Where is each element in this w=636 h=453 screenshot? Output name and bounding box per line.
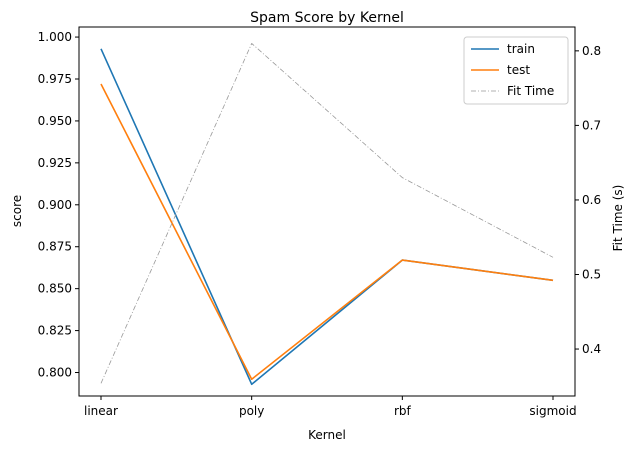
y2-tick-label: 0.6 [582, 193, 601, 207]
y-tick-label: 1.000 [38, 30, 72, 44]
legend-label: test [507, 63, 530, 77]
x-tick-label: rbf [394, 404, 412, 418]
x-tick-label: sigmoid [529, 404, 576, 418]
y2-tick-label: 0.8 [582, 44, 601, 58]
plot-lines [100, 43, 554, 386]
x-tick-label: linear [84, 404, 118, 418]
x-axis-label: Kernel [308, 428, 346, 442]
y-tick-label: 0.975 [38, 72, 72, 86]
y-tick-label: 0.925 [38, 156, 72, 170]
y2-axis-label: Fit Time (s) [611, 185, 625, 252]
y-tick-label: 0.950 [38, 114, 72, 128]
y2-tick-label: 0.4 [582, 342, 601, 356]
y-tick-label: 0.825 [38, 324, 72, 338]
y2-tick-label: 0.7 [582, 118, 601, 132]
y-tick-label: 0.875 [38, 240, 72, 254]
legend-label: Fit Time [507, 84, 554, 98]
y-tick-label: 0.900 [38, 198, 72, 212]
x-tick-label: poly [239, 404, 264, 418]
y-axis-left: 0.800 0.825 0.850 0.875 0.900 0.925 0.950 0.975… [38, 30, 79, 380]
y2-tick-label: 0.5 [582, 267, 601, 281]
series-line-fit-time [100, 43, 554, 384]
y-axis-label: score [10, 195, 24, 227]
legend-box [463, 36, 569, 105]
y-tick-label: 0.850 [38, 282, 72, 296]
x-axis: linear poly rbf sigmoid [84, 396, 577, 418]
series-line-test [100, 83, 554, 381]
chart-title: Spam Score by Kernel [250, 10, 404, 26]
legend-label: train [507, 42, 535, 56]
y-axis-right: 0.4 0.5 0.6 0.7 0.8 [575, 44, 601, 356]
y-tick-label: 0.800 [38, 366, 72, 380]
legend: train test Fit Time [463, 36, 569, 105]
plot-frame [78, 26, 576, 397]
